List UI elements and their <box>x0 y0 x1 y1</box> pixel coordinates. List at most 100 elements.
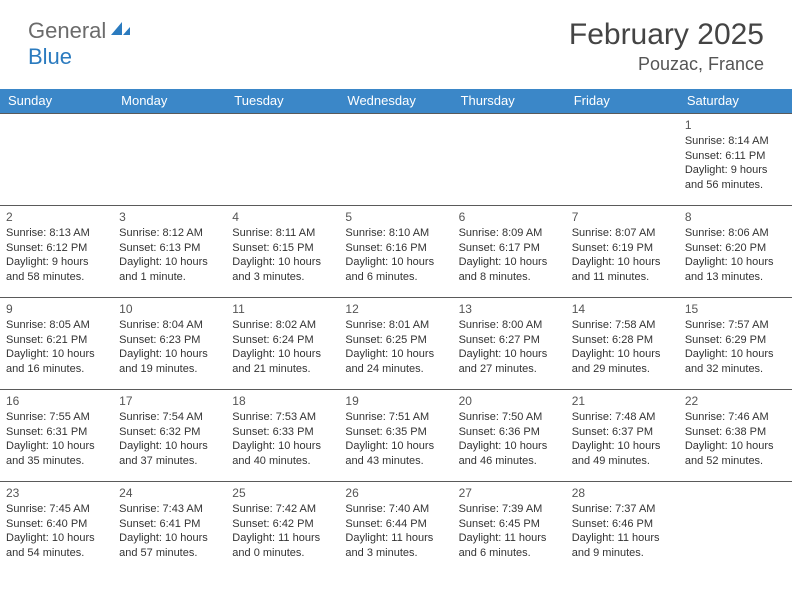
calendar-cell: 3Sunrise: 8:12 AMSunset: 6:13 PMDaylight… <box>113 205 226 297</box>
day-info-line: Sunrise: 8:09 AM <box>459 226 560 241</box>
calendar-row: 16Sunrise: 7:55 AMSunset: 6:31 PMDayligh… <box>0 389 792 481</box>
day-info-line: Daylight: 10 hours <box>232 347 333 362</box>
day-info-line: Sunset: 6:25 PM <box>345 333 446 348</box>
day-number: 26 <box>345 485 446 501</box>
day-info-line: Sunrise: 8:00 AM <box>459 318 560 333</box>
day-info-line: Sunrise: 7:37 AM <box>572 502 673 517</box>
day-info-line: Daylight: 10 hours <box>572 439 673 454</box>
day-info-line: Sunrise: 7:45 AM <box>6 502 107 517</box>
day-info-line: and 11 minutes. <box>572 270 673 285</box>
day-info-line: and 40 minutes. <box>232 454 333 469</box>
calendar-cell: 26Sunrise: 7:40 AMSunset: 6:44 PMDayligh… <box>339 481 452 573</box>
day-info-line: Daylight: 10 hours <box>459 347 560 362</box>
day-info-line: Sunrise: 8:06 AM <box>685 226 786 241</box>
calendar-cell-empty <box>339 113 452 205</box>
calendar-cell: 17Sunrise: 7:54 AMSunset: 6:32 PMDayligh… <box>113 389 226 481</box>
day-info-line: and 32 minutes. <box>685 362 786 377</box>
day-number: 10 <box>119 301 220 317</box>
day-info-line: and 54 minutes. <box>6 546 107 561</box>
calendar-cell: 8Sunrise: 8:06 AMSunset: 6:20 PMDaylight… <box>679 205 792 297</box>
calendar-cell-empty <box>226 113 339 205</box>
day-info-line: Sunset: 6:11 PM <box>685 149 786 164</box>
calendar-cell: 22Sunrise: 7:46 AMSunset: 6:38 PMDayligh… <box>679 389 792 481</box>
day-info-line: Daylight: 10 hours <box>685 347 786 362</box>
month-title: February 2025 <box>569 18 764 52</box>
day-info-line: Sunrise: 7:53 AM <box>232 410 333 425</box>
calendar-cell: 5Sunrise: 8:10 AMSunset: 6:16 PMDaylight… <box>339 205 452 297</box>
calendar-cell: 7Sunrise: 8:07 AMSunset: 6:19 PMDaylight… <box>566 205 679 297</box>
day-number: 14 <box>572 301 673 317</box>
day-info-line: Sunset: 6:15 PM <box>232 241 333 256</box>
day-info-line: Sunrise: 8:07 AM <box>572 226 673 241</box>
title-block: February 2025 Pouzac, France <box>569 18 764 75</box>
day-info-line: Sunrise: 8:10 AM <box>345 226 446 241</box>
day-header: Monday <box>113 89 226 113</box>
day-info-line: and 3 minutes. <box>232 270 333 285</box>
day-number: 23 <box>6 485 107 501</box>
day-info-line: Sunset: 6:33 PM <box>232 425 333 440</box>
day-number: 3 <box>119 209 220 225</box>
calendar-cell: 24Sunrise: 7:43 AMSunset: 6:41 PMDayligh… <box>113 481 226 573</box>
day-info-line: Daylight: 10 hours <box>6 347 107 362</box>
day-info-line: Daylight: 10 hours <box>459 439 560 454</box>
calendar-cell: 21Sunrise: 7:48 AMSunset: 6:37 PMDayligh… <box>566 389 679 481</box>
day-info-line: Sunset: 6:16 PM <box>345 241 446 256</box>
day-number: 4 <box>232 209 333 225</box>
day-info-line: Sunset: 6:38 PM <box>685 425 786 440</box>
calendar-cell-empty <box>566 113 679 205</box>
day-number: 27 <box>459 485 560 501</box>
day-info-line: Sunset: 6:12 PM <box>6 241 107 256</box>
sail-icon <box>110 20 132 43</box>
day-number: 8 <box>685 209 786 225</box>
day-info-line: Daylight: 11 hours <box>232 531 333 546</box>
day-info-line: Daylight: 11 hours <box>459 531 560 546</box>
day-info-line: Sunrise: 8:13 AM <box>6 226 107 241</box>
day-number: 6 <box>459 209 560 225</box>
calendar-cell-empty <box>453 113 566 205</box>
day-info-line: and 21 minutes. <box>232 362 333 377</box>
day-info-line: Daylight: 10 hours <box>119 531 220 546</box>
day-info-line: Daylight: 10 hours <box>345 439 446 454</box>
day-number: 19 <box>345 393 446 409</box>
day-number: 18 <box>232 393 333 409</box>
day-header: Tuesday <box>226 89 339 113</box>
day-number: 13 <box>459 301 560 317</box>
day-info-line: Daylight: 9 hours <box>6 255 107 270</box>
day-info-line: and 27 minutes. <box>459 362 560 377</box>
day-info-line: and 3 minutes. <box>345 546 446 561</box>
day-info-line: Sunrise: 7:57 AM <box>685 318 786 333</box>
day-info-line: Sunrise: 8:02 AM <box>232 318 333 333</box>
day-info-line: Sunrise: 7:50 AM <box>459 410 560 425</box>
day-number: 15 <box>685 301 786 317</box>
calendar-cell: 13Sunrise: 8:00 AMSunset: 6:27 PMDayligh… <box>453 297 566 389</box>
day-number: 16 <box>6 393 107 409</box>
day-info-line: Sunrise: 8:14 AM <box>685 134 786 149</box>
logo-blue: Blue <box>28 44 72 69</box>
calendar-cell: 18Sunrise: 7:53 AMSunset: 6:33 PMDayligh… <box>226 389 339 481</box>
calendar-cell: 9Sunrise: 8:05 AMSunset: 6:21 PMDaylight… <box>0 297 113 389</box>
day-info-line: Sunset: 6:32 PM <box>119 425 220 440</box>
day-info-line: Sunset: 6:40 PM <box>6 517 107 532</box>
day-info-line: Sunrise: 8:04 AM <box>119 318 220 333</box>
calendar-cell-empty <box>113 113 226 205</box>
day-info-line: Sunrise: 8:01 AM <box>345 318 446 333</box>
day-info-line: and 9 minutes. <box>572 546 673 561</box>
calendar-cell: 4Sunrise: 8:11 AMSunset: 6:15 PMDaylight… <box>226 205 339 297</box>
day-info-line: and 52 minutes. <box>685 454 786 469</box>
day-info-line: Sunrise: 7:43 AM <box>119 502 220 517</box>
day-info-line: and 6 minutes. <box>345 270 446 285</box>
day-info-line: Sunset: 6:36 PM <box>459 425 560 440</box>
day-info-line: Sunrise: 7:39 AM <box>459 502 560 517</box>
day-info-line: Sunset: 6:31 PM <box>6 425 107 440</box>
calendar-table: SundayMondayTuesdayWednesdayThursdayFrid… <box>0 89 792 573</box>
header: General February 2025 Pouzac, France <box>0 0 792 83</box>
day-info-line: Daylight: 11 hours <box>345 531 446 546</box>
day-info-line: Sunset: 6:20 PM <box>685 241 786 256</box>
day-info-line: Sunset: 6:44 PM <box>345 517 446 532</box>
calendar-cell: 28Sunrise: 7:37 AMSunset: 6:46 PMDayligh… <box>566 481 679 573</box>
day-header: Friday <box>566 89 679 113</box>
calendar-cell-empty <box>0 113 113 205</box>
day-info-line: Sunrise: 8:12 AM <box>119 226 220 241</box>
day-info-line: Daylight: 10 hours <box>6 531 107 546</box>
calendar-cell: 15Sunrise: 7:57 AMSunset: 6:29 PMDayligh… <box>679 297 792 389</box>
